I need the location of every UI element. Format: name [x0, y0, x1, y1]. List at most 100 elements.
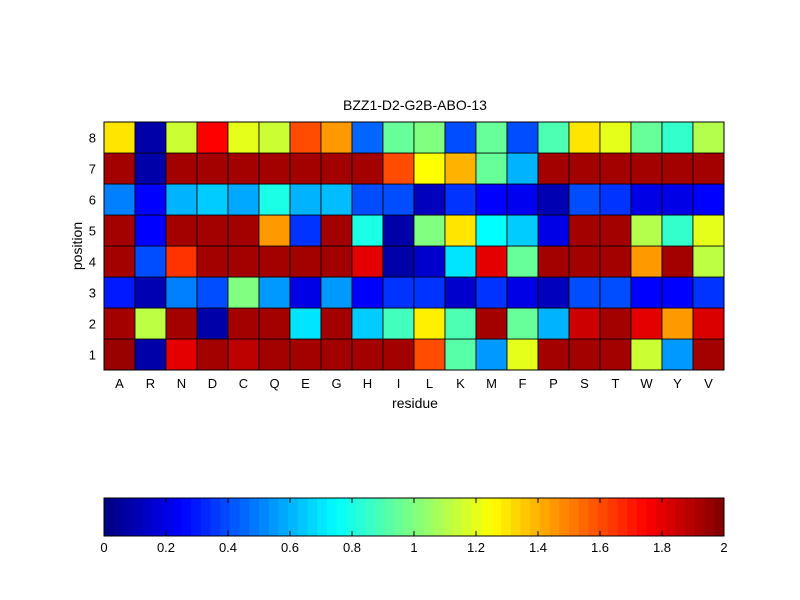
heatmap-cell — [289, 152, 322, 185]
heatmap-cell — [258, 276, 291, 309]
heatmap-cell — [382, 152, 415, 185]
heatmap-cell — [134, 121, 167, 154]
colorbar-tick-label: 0.8 — [343, 540, 361, 555]
y-tick-label: 2 — [89, 317, 96, 332]
colorbar-segment — [220, 498, 231, 536]
heatmap-cell — [258, 214, 291, 247]
heatmap-cell — [165, 183, 198, 216]
colorbar-segment — [414, 498, 425, 536]
colorbar-segment — [452, 498, 463, 536]
heatmap-cell — [320, 214, 353, 247]
heatmap-cell — [661, 338, 694, 371]
heatmap-cell — [506, 245, 539, 278]
heatmap-cell — [351, 152, 384, 185]
heatmap-cell — [103, 338, 136, 371]
heatmap-cell — [413, 183, 446, 216]
colorbar-segment — [249, 498, 260, 536]
heatmap-cell — [599, 152, 632, 185]
colorbar-tick-label: 1.2 — [467, 540, 485, 555]
colorbar-segment — [501, 498, 512, 536]
heatmap-cell — [227, 152, 260, 185]
heatmap-cell — [661, 276, 694, 309]
heatmap-cell — [568, 183, 601, 216]
heatmap-cell — [692, 338, 725, 371]
heatmap-cell — [382, 307, 415, 340]
heatmap-cell — [537, 245, 570, 278]
heatmap-cell — [103, 121, 136, 154]
heatmap-cell — [351, 307, 384, 340]
y-axis-label: position — [69, 222, 85, 270]
colorbar-segment — [229, 498, 241, 536]
heatmap-cell — [320, 183, 353, 216]
colorbar-segment — [559, 498, 570, 536]
colorbar-tick-label: 2 — [720, 540, 727, 555]
heatmap-cell — [289, 338, 322, 371]
heatmap-cell — [630, 121, 663, 154]
heatmap-cell — [413, 338, 446, 371]
heatmap-cell — [537, 307, 570, 340]
colorbar-tick-label: 0 — [100, 540, 107, 555]
colorbar-segment — [665, 498, 676, 536]
heatmap-cell — [506, 307, 539, 340]
heatmap-cell — [661, 307, 694, 340]
heatmap-cell — [382, 214, 415, 247]
x-tick-label: A — [115, 376, 124, 391]
heatmap-cell — [599, 338, 632, 371]
heatmap-cell — [475, 276, 508, 309]
heatmap-cell — [351, 214, 384, 247]
heatmap-cell — [196, 183, 229, 216]
heatmap-cell — [661, 152, 694, 185]
colorbar-segment — [704, 498, 715, 536]
heatmap-cell — [196, 276, 229, 309]
heatmap-cell — [351, 276, 384, 309]
colorbar-segment — [365, 498, 376, 536]
heatmap-cell — [196, 307, 229, 340]
heatmap-cell — [692, 245, 725, 278]
heatmap-cell — [227, 121, 260, 154]
colorbar-segment — [288, 498, 299, 536]
heatmap-cell — [320, 245, 353, 278]
colorbar-segment — [326, 498, 337, 536]
heatmap-cell — [444, 245, 477, 278]
colorbar: 0 0.2 0.4 0.6 0.8 1 1.2 1.4 1.6 1.8 2 — [100, 497, 728, 555]
heatmap-cell — [382, 338, 415, 371]
heatmap-cell — [537, 214, 570, 247]
colorbar-segment — [714, 498, 725, 536]
colorbar-segment — [259, 498, 270, 536]
colorbar-segment — [462, 498, 473, 536]
heatmap-cell — [692, 121, 725, 154]
heatmap-cell — [382, 121, 415, 154]
x-tick-label: Y — [673, 376, 682, 391]
heatmap-cell — [537, 338, 570, 371]
heatmap-cell — [568, 338, 601, 371]
colorbar-segment — [481, 498, 492, 536]
heatmap-cell — [165, 245, 198, 278]
colorbar-segment — [685, 498, 696, 536]
plot-frame — [103, 121, 725, 371]
heatmap-cell — [289, 214, 322, 247]
heatmap-cell — [475, 338, 508, 371]
heatmap-cell — [165, 338, 198, 371]
heatmap-cell — [506, 152, 539, 185]
heatmap-cell — [630, 338, 663, 371]
colorbar-segment — [375, 498, 386, 536]
heatmap-cell — [227, 276, 260, 309]
heatmap-cell — [630, 307, 663, 340]
heatmap-cell — [630, 214, 663, 247]
colorbar-segment — [472, 498, 483, 536]
x-tick-label: D — [208, 376, 217, 391]
heatmap-cell — [103, 245, 136, 278]
heatmap-cell — [134, 214, 167, 247]
colorbar-segment — [200, 498, 211, 536]
x-tick-label: Q — [269, 376, 279, 391]
y-tick-label: 8 — [89, 131, 96, 146]
x-tick-label: P — [549, 376, 558, 391]
colorbar-tick-label: 1.4 — [529, 540, 547, 555]
colorbar-tick-label: 1.6 — [591, 540, 609, 555]
x-tick-label: C — [239, 376, 248, 391]
heatmap-cell — [382, 183, 415, 216]
x-tick-label: G — [331, 376, 341, 391]
heatmap-cell — [351, 245, 384, 278]
colorbar-segment — [578, 498, 589, 536]
colorbar-segment — [443, 498, 454, 536]
